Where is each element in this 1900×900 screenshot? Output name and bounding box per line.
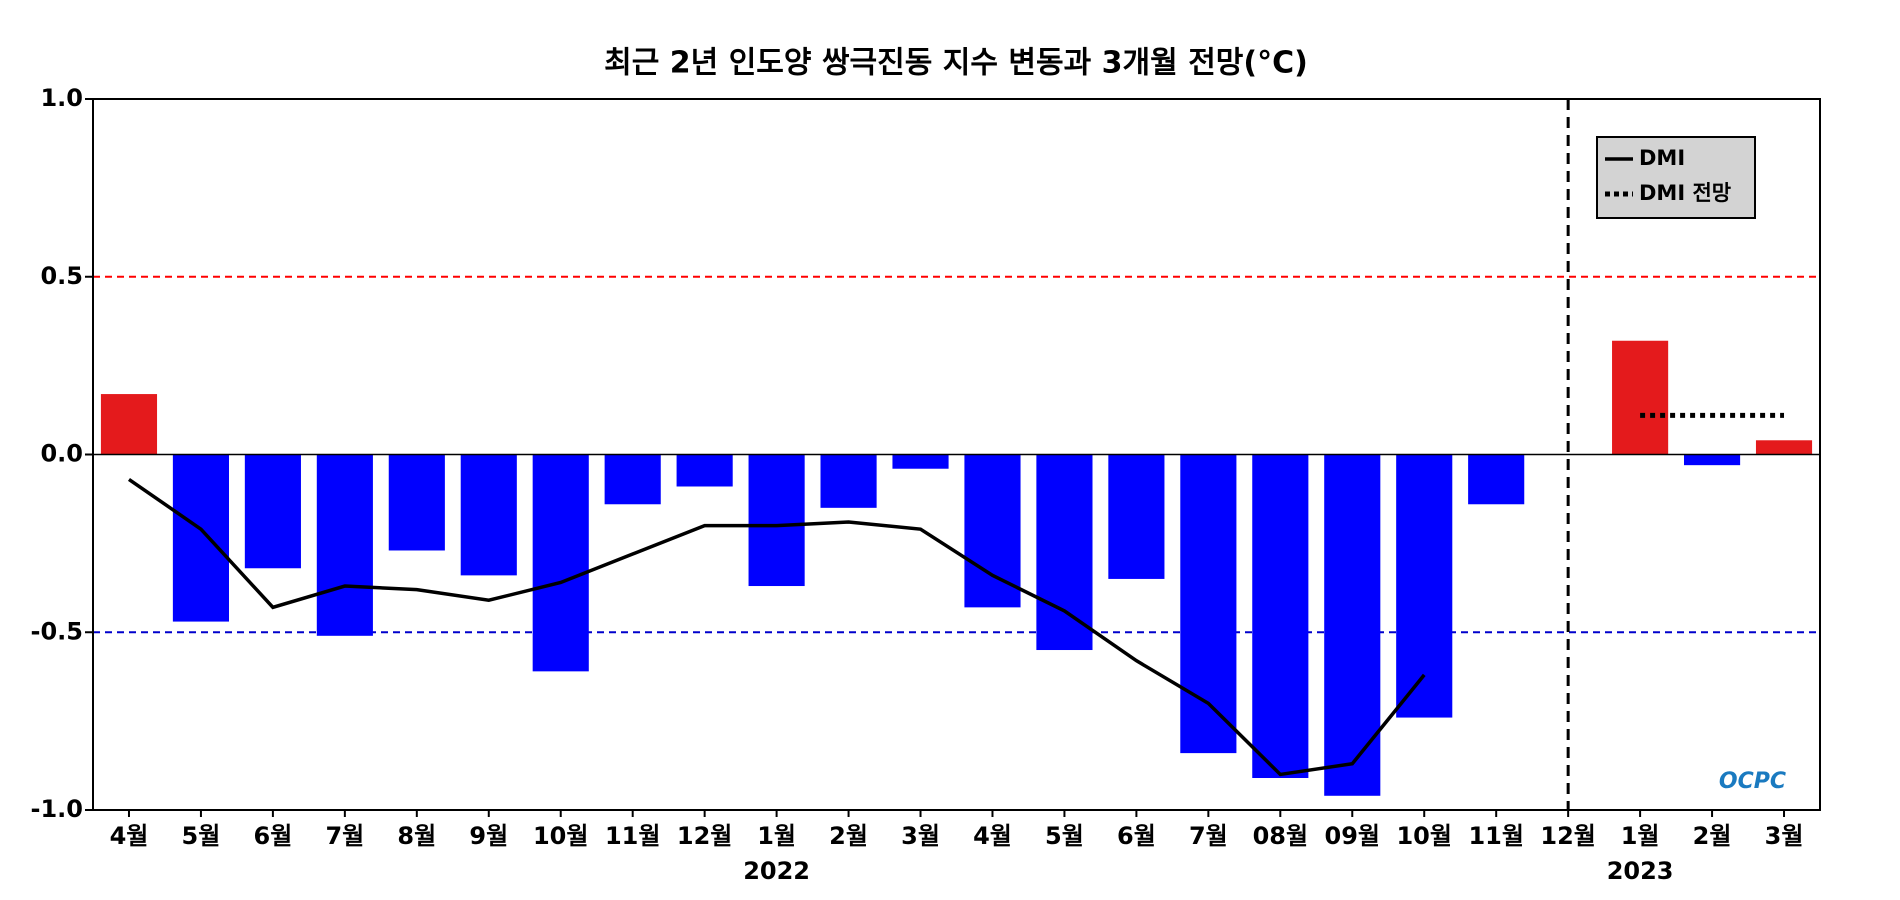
- x-tick-label: 11월: [605, 822, 660, 850]
- x-tick-label: 9월: [469, 822, 508, 850]
- bar: [1396, 454, 1453, 718]
- bar: [172, 454, 230, 622]
- x-tick-label: 11월: [1468, 822, 1523, 850]
- y-tick-label: 0.0: [40, 440, 83, 468]
- bar: [1252, 454, 1309, 779]
- bar: [1036, 454, 1093, 651]
- legend-label: DMI 전망: [1639, 181, 1731, 205]
- plot-frame: [92, 98, 1821, 811]
- x-tick-label: 10월: [533, 822, 588, 850]
- bar: [892, 454, 949, 469]
- bar: [1180, 454, 1237, 754]
- logo: OCPC: [1719, 769, 1786, 794]
- x-tick-label: 3월: [901, 822, 940, 850]
- x-tick-label: 08월: [1253, 822, 1308, 850]
- bar: [748, 454, 805, 587]
- x-tick-label: 10월: [1396, 822, 1451, 850]
- x-tick-label: 09월: [1325, 822, 1380, 850]
- year-label: 2022: [743, 857, 810, 885]
- bar: [604, 454, 661, 505]
- bar: [1612, 340, 1669, 455]
- x-tick-label: 12월: [677, 822, 732, 850]
- chart-title: 최근 2년 인도양 쌍극진동 지수 변동과 3개월 전망(°C): [604, 46, 1308, 81]
- bar: [1324, 454, 1381, 796]
- x-tick-label: 7월: [325, 822, 364, 850]
- y-tick-label: 0.5: [40, 262, 83, 290]
- x-tick-label: 5월: [182, 822, 221, 850]
- bar: [1683, 454, 1741, 466]
- legend-label: DMI: [1639, 146, 1685, 170]
- x-tick-label: 2월: [829, 822, 868, 850]
- bar: [964, 454, 1021, 608]
- y-tick-label: -1.0: [31, 795, 83, 823]
- bar: [388, 454, 445, 551]
- bar: [1108, 454, 1165, 579]
- bar: [820, 454, 877, 508]
- x-tick-label: 6월: [254, 822, 293, 850]
- y-tick-label: -0.5: [31, 617, 83, 645]
- x-tick-label: 1월: [757, 822, 796, 850]
- x-tick-label: 8월: [397, 822, 436, 850]
- x-tick-label: 6월: [1117, 822, 1156, 850]
- line-series: [127, 477, 1426, 777]
- x-tick-label: 2월: [1693, 822, 1732, 850]
- x-tick-label: 1월: [1621, 822, 1660, 850]
- bar: [1468, 454, 1525, 505]
- bar: [460, 454, 517, 576]
- x-tick-label: 12월: [1540, 822, 1595, 850]
- legend-box: [1596, 136, 1756, 219]
- x-tick-label: 4월: [973, 822, 1012, 850]
- year-label: 2023: [1607, 857, 1674, 885]
- y-tick-label: 1.0: [40, 84, 83, 112]
- bar: [244, 454, 301, 569]
- x-tick-label: 3월: [1765, 822, 1804, 850]
- x-tick-label: 4월: [110, 822, 149, 850]
- x-tick-label: 5월: [1045, 822, 1084, 850]
- bar: [532, 454, 589, 672]
- bar: [100, 394, 158, 455]
- bar: [316, 454, 373, 636]
- bar: [676, 454, 733, 487]
- bar: [1755, 440, 1813, 455]
- x-tick-label: 7월: [1189, 822, 1228, 850]
